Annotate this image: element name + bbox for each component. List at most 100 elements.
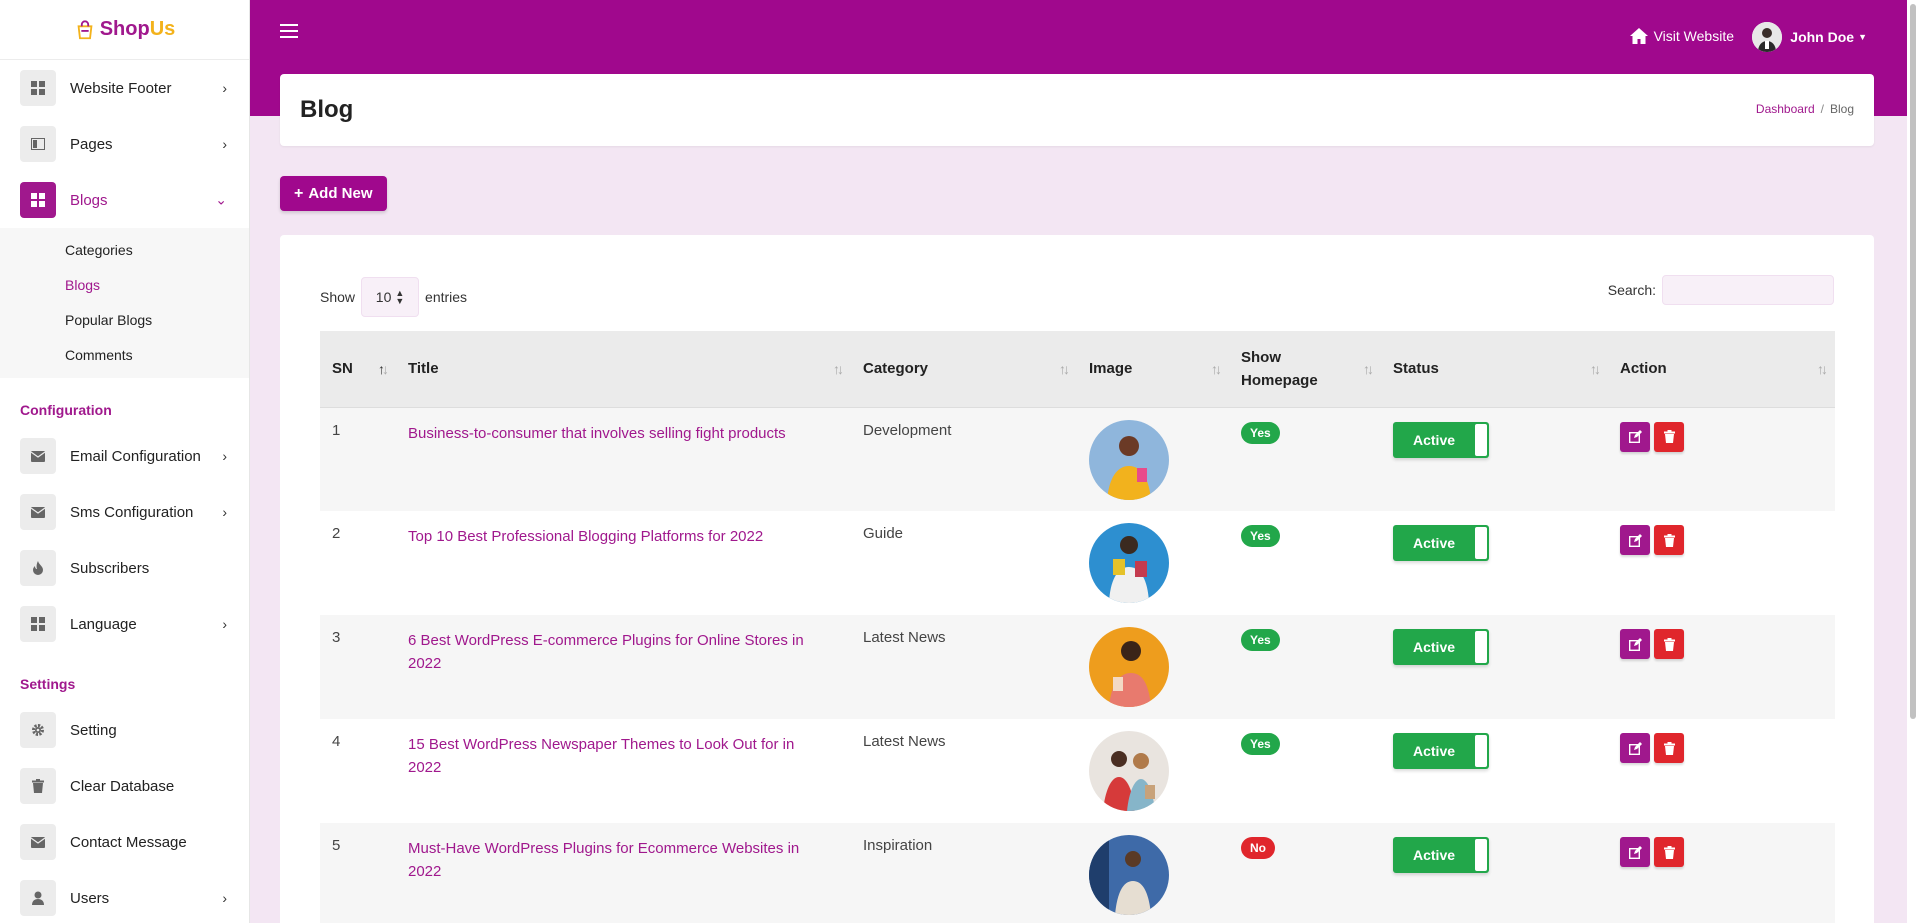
- sidebar-item-blogs[interactable]: Blogs ⌄: [0, 172, 249, 228]
- sidebar-item-language[interactable]: Language ›: [0, 596, 249, 652]
- sort-icon: ↑↓: [1590, 360, 1601, 377]
- visit-website-link[interactable]: Visit Website: [1629, 28, 1734, 44]
- entries-label: entries: [425, 289, 468, 305]
- sidebar-item-users[interactable]: Users ›: [0, 870, 249, 923]
- blog-title-link[interactable]: 6 Best WordPress E-commerce Plugins for …: [408, 632, 804, 672]
- chevron-down-icon: ⌄: [215, 191, 227, 208]
- page-header: Blog Dashboard / Blog: [280, 74, 1874, 146]
- sidebar-item-website-footer[interactable]: Website Footer ›: [0, 60, 249, 116]
- status-toggle[interactable]: Active: [1393, 837, 1489, 873]
- envelope-icon: [20, 494, 56, 530]
- sidebar-item-label: Clear Database: [70, 777, 175, 795]
- status-toggle[interactable]: Active: [1393, 733, 1489, 769]
- sidebar-item-label: Contact Message: [70, 833, 187, 851]
- submenu-item-categories[interactable]: Categories: [65, 241, 133, 258]
- brand: Shop Us: [0, 0, 249, 60]
- search-input[interactable]: [1662, 275, 1834, 305]
- chevron-right-icon: ›: [222, 616, 227, 632]
- column-header-action[interactable]: Action ↑↓: [1608, 331, 1835, 408]
- status-label: Active: [1413, 847, 1456, 863]
- column-header-sn[interactable]: SN ↑↓: [320, 331, 396, 408]
- trash-icon: [1663, 430, 1675, 443]
- edit-icon: [1628, 845, 1642, 859]
- vertical-scrollbar[interactable]: [1907, 0, 1919, 923]
- sort-icon: ↑↓: [833, 360, 844, 377]
- edit-button[interactable]: [1620, 629, 1650, 659]
- sidebar-item-sms-configuration[interactable]: Sms Configuration ›: [0, 484, 249, 540]
- sidebar-item-label: Subscribers: [70, 559, 150, 577]
- brand-name-shop: Shop: [99, 18, 150, 40]
- chevron-right-icon: ›: [222, 890, 227, 906]
- hamburger-menu-icon[interactable]: [280, 24, 298, 38]
- blog-thumbnail: [1089, 523, 1169, 603]
- status-label: Active: [1413, 743, 1456, 759]
- delete-button[interactable]: [1654, 837, 1684, 867]
- homepage-badge: Yes: [1241, 629, 1280, 651]
- sort-icon: ↑↓: [1211, 360, 1222, 377]
- table-row: 5 Must-Have WordPress Plugins for Ecomme…: [320, 823, 1835, 923]
- breadcrumb-dashboard[interactable]: Dashboard: [1755, 102, 1815, 116]
- add-new-button[interactable]: + Add New: [280, 176, 387, 211]
- envelope-icon: [20, 824, 56, 860]
- logo[interactable]: Shop Us: [74, 18, 176, 41]
- sidebar-item-setting[interactable]: Setting: [0, 702, 249, 758]
- cell-category: Development: [863, 421, 952, 439]
- blogs-submenu: Categories Blogs Popular Blogs Comments: [0, 228, 249, 378]
- grid-icon: [20, 606, 56, 642]
- blog-title-link[interactable]: Business-to-consumer that involves selli…: [408, 424, 786, 442]
- sidebar-item-subscribers[interactable]: Subscribers: [0, 540, 249, 596]
- sidebar-item-label: Blogs: [70, 191, 108, 209]
- submenu-item-popular-blogs[interactable]: Popular Blogs: [65, 311, 153, 328]
- delete-button[interactable]: [1654, 525, 1684, 555]
- table-search: Search:: [1608, 275, 1834, 305]
- blog-title-link[interactable]: Must-Have WordPress Plugins for Ecommerc…: [408, 840, 800, 880]
- scrollbar-thumb[interactable]: [1910, 4, 1916, 719]
- chevron-right-icon: ›: [222, 448, 227, 464]
- breadcrumb: Dashboard / Blog: [1756, 102, 1854, 116]
- edit-button[interactable]: [1620, 421, 1650, 452]
- blog-title-link[interactable]: 15 Best WordPress Newspaper Themes to Lo…: [408, 736, 795, 776]
- status-label: Active: [1413, 431, 1456, 448]
- cell-category: Latest News: [863, 733, 946, 750]
- edit-button[interactable]: [1620, 733, 1650, 763]
- column-header-status[interactable]: Status ↑↓: [1381, 331, 1608, 408]
- blog-thumbnail: [1089, 627, 1169, 707]
- blog-title-link[interactable]: Top 10 Best Professional Blogging Platfo…: [408, 528, 764, 545]
- delete-button[interactable]: [1654, 733, 1684, 763]
- homepage-badge: Yes: [1241, 421, 1280, 444]
- select-arrows-icon: ▲ ▼: [395, 288, 405, 306]
- sort-icon: ↑↓: [1817, 360, 1828, 377]
- add-new-label: Add New: [308, 185, 373, 202]
- edit-icon: [1628, 430, 1642, 443]
- delete-button[interactable]: [1654, 629, 1684, 659]
- entries-length-select[interactable]: 10 ▲ ▼: [361, 277, 420, 317]
- edit-button[interactable]: [1620, 525, 1650, 555]
- delete-button[interactable]: [1654, 421, 1684, 452]
- cell-category: Latest News: [863, 629, 946, 646]
- column-header-image[interactable]: Image ↑↓: [1077, 331, 1229, 408]
- sidebar-item-email-configuration[interactable]: Email Configuration ›: [0, 428, 249, 484]
- fire-icon: [20, 550, 56, 586]
- edit-icon: [1628, 741, 1642, 755]
- sidebar-item-label: Sms Configuration: [70, 503, 194, 521]
- sidebar-item-contact-message[interactable]: Contact Message: [0, 814, 249, 870]
- column-header-category[interactable]: Category ↑↓: [851, 331, 1077, 408]
- submenu-item-comments[interactable]: Comments: [65, 346, 133, 363]
- sort-icon: ↑↓: [1363, 360, 1374, 377]
- brand-name-us: Us: [149, 18, 176, 40]
- shopping-bag-icon: [77, 19, 93, 39]
- column-header-title[interactable]: Title ↑↓: [396, 331, 851, 408]
- column-header-show-homepage[interactable]: Show Homepage ↑↓: [1229, 331, 1381, 408]
- table-row: 1 Business-to-consumer that involves sel…: [320, 407, 1835, 511]
- caret-down-icon: ▼: [1858, 32, 1867, 42]
- status-toggle[interactable]: Active: [1393, 525, 1489, 561]
- user-menu[interactable]: John Doe ▼: [1752, 22, 1867, 52]
- status-toggle[interactable]: Active: [1393, 421, 1489, 458]
- sidebar-item-pages[interactable]: Pages ›: [0, 116, 249, 172]
- submenu-item-blogs[interactable]: Blogs: [65, 276, 101, 293]
- sidebar-item-clear-database[interactable]: Clear Database: [0, 758, 249, 814]
- edit-button[interactable]: [1620, 837, 1650, 867]
- user-icon: [20, 880, 56, 916]
- status-toggle[interactable]: Active: [1393, 629, 1489, 665]
- search-label: Search:: [1607, 282, 1656, 298]
